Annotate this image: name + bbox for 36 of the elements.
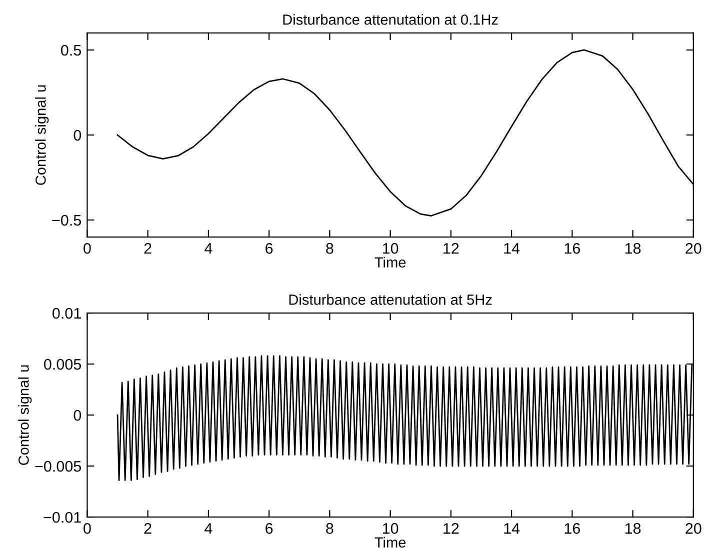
x-tick-label: 16 [564,523,580,534]
x-axis-title: Time [374,536,406,548]
y-tick-label: 0 [74,130,82,141]
y-tick-label: −0.01 [44,512,81,523]
x-tick-label: 6 [266,242,273,254]
x-tick-label: 14 [504,523,520,534]
x-tick-label: 10 [382,242,398,254]
x-tick-label: 2 [144,242,152,254]
x-tick-label: 12 [444,242,459,254]
y-tick-label: 0.5 [61,44,82,56]
x-tick-label: 18 [625,523,641,534]
x-tick-label: 12 [444,523,459,534]
x-tick-label: 8 [326,242,334,254]
x-tick-label: 0 [84,242,91,254]
x-tick-label: 4 [204,523,212,534]
chart-title: Disturbance attenutation at 0.1Hz [283,14,498,25]
y-tick-label: 0.005 [44,358,82,370]
x-tick-label: 10 [382,523,398,534]
x-tick-label: 0 [84,523,91,534]
x-tick-label: 20 [686,523,702,534]
y-tick-label: −0.005 [35,460,82,472]
chart-title: Disturbance attenutation at 5Hz [289,294,492,305]
x-tick-label: 18 [625,242,641,254]
x-tick-label: 20 [686,242,702,254]
x-tick-label: 16 [564,242,580,254]
y-tick-label: 0 [74,410,82,421]
x-tick-label: 8 [326,523,334,534]
x-tick-label: 2 [144,523,152,534]
y-tick-label: 0.01 [52,308,81,319]
y-axis-title: Control signal u [18,365,32,465]
y-tick-label: −0.5 [52,214,82,226]
x-tick-label: 6 [266,523,273,534]
x-tick-label: 14 [504,243,520,254]
x-tick-label: 4 [204,243,212,254]
y-axis-title: Control signal u [35,85,49,185]
x-axis-title: Time [374,256,406,268]
